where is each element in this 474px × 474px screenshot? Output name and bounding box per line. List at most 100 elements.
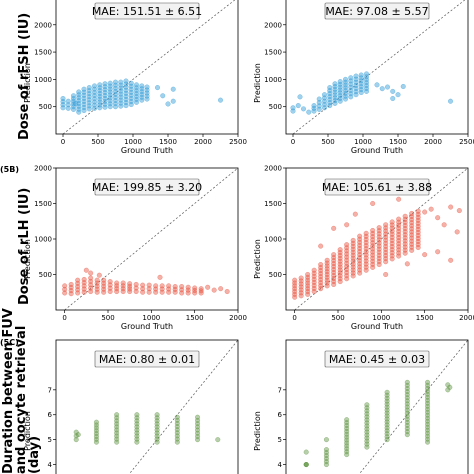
data-point <box>324 269 330 275</box>
data-point <box>172 286 178 292</box>
data-point <box>139 94 145 100</box>
data-point <box>331 258 337 264</box>
data-point <box>290 108 296 114</box>
data-point <box>144 84 150 90</box>
y-axis-label: Prediction <box>253 63 262 103</box>
data-point <box>323 447 329 453</box>
data-point <box>83 267 89 273</box>
data-point <box>88 282 94 288</box>
data-point <box>107 101 113 107</box>
data-point <box>324 257 330 263</box>
data-point <box>166 283 172 289</box>
data-point <box>128 80 134 86</box>
data-point <box>350 273 356 279</box>
data-point <box>358 89 364 95</box>
y-tick-label: 7 <box>278 386 282 394</box>
data-point <box>318 243 324 249</box>
data-point <box>93 436 99 442</box>
data-point <box>364 83 370 89</box>
data-point <box>94 277 100 283</box>
y-tick-label: 500 <box>39 271 52 279</box>
data-point <box>425 412 431 418</box>
data-point <box>404 379 410 385</box>
data-point <box>374 82 380 88</box>
data-point <box>415 229 421 235</box>
data-point <box>133 281 139 287</box>
data-point <box>120 283 126 289</box>
x-tick-label: 0 <box>61 138 65 146</box>
data-point <box>350 261 356 267</box>
data-point <box>364 80 370 86</box>
data-point <box>337 81 343 87</box>
data-point <box>62 283 68 289</box>
data-point <box>337 264 343 270</box>
data-point <box>318 262 324 268</box>
data-point <box>127 286 133 292</box>
data-point <box>415 238 421 244</box>
data-point <box>323 459 329 465</box>
data-point <box>376 225 382 231</box>
data-point <box>316 100 322 106</box>
data-point <box>364 74 370 80</box>
data-point <box>425 394 431 400</box>
data-point <box>107 83 113 89</box>
y-tick-label: 1500 <box>264 49 282 57</box>
data-point <box>172 284 178 290</box>
data-point <box>305 289 311 295</box>
data-point <box>348 75 354 81</box>
x-tick-label: 1000 <box>124 138 142 146</box>
data-point <box>73 429 79 435</box>
data-point <box>170 86 176 92</box>
data-point <box>318 265 324 271</box>
data-point <box>425 439 431 445</box>
data-point <box>456 208 462 214</box>
data-point <box>102 87 108 93</box>
data-point <box>60 95 66 101</box>
data-point <box>81 86 87 92</box>
data-point <box>344 222 350 228</box>
data-point <box>358 81 364 87</box>
data-point <box>343 76 349 82</box>
data-point <box>107 279 113 285</box>
data-point <box>384 413 390 419</box>
data-point <box>107 80 113 86</box>
data-point <box>154 412 160 418</box>
data-point <box>337 276 343 282</box>
data-point <box>435 249 441 255</box>
data-point <box>337 273 343 279</box>
data-point <box>120 289 126 295</box>
data-point <box>93 428 99 434</box>
data-point <box>350 246 356 252</box>
data-point <box>384 398 390 404</box>
data-point <box>400 83 406 89</box>
data-point <box>94 283 100 289</box>
data-point <box>364 85 370 91</box>
data-point <box>415 235 421 241</box>
data-point <box>65 102 71 108</box>
data-point <box>120 280 126 286</box>
data-point <box>298 275 304 281</box>
data-point <box>316 96 322 102</box>
data-point <box>425 406 431 412</box>
data-point <box>344 443 350 449</box>
data-point <box>323 453 329 459</box>
data-point <box>350 249 356 255</box>
data-point <box>107 86 113 92</box>
data-point <box>316 103 322 109</box>
y-tick-label: 4 <box>48 461 53 469</box>
data-point <box>448 204 454 210</box>
y-tick-label: 1000 <box>34 76 52 84</box>
data-point <box>62 286 68 292</box>
mae-label: MAE: 0.45 ± 0.03 <box>329 353 425 366</box>
data-point <box>65 98 71 104</box>
data-point <box>70 106 76 112</box>
data-point <box>88 270 94 276</box>
data-point <box>332 95 338 101</box>
y-tick-label: 2000 <box>34 165 52 173</box>
data-point <box>102 84 108 90</box>
data-point <box>298 287 304 293</box>
y-tick-label: 1000 <box>34 236 52 244</box>
mae-label: MAE: 97.08 ± 5.57 <box>325 5 428 18</box>
y-tick-label: 1500 <box>34 200 52 208</box>
data-point <box>327 103 333 109</box>
